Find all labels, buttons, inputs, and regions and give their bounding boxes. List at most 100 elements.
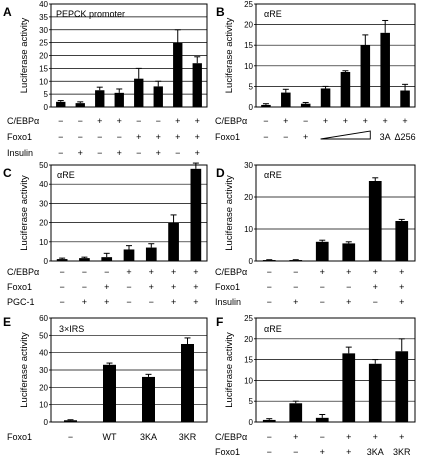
bar: [261, 104, 271, 107]
y-tick-label: 40: [39, 0, 48, 9]
panel-title: PEPCK promoter: [56, 9, 125, 19]
plot-frame: [50, 317, 208, 423]
condition-row-label: C/EBPα: [215, 267, 247, 277]
condition-cell: −: [136, 116, 141, 126]
condition-cell: +: [343, 116, 348, 126]
condition-cell: +: [195, 116, 200, 126]
plot-frame: [255, 164, 416, 262]
condition-cell: −: [263, 116, 268, 126]
condition-cell: −: [60, 282, 65, 292]
y-tick-label: 10: [39, 238, 48, 247]
panel-e: E 0 10 20 30 40 50 60 3×IRS Luciferase activity Fo…: [3, 314, 208, 442]
bar: [142, 376, 155, 422]
condition-cell: −: [320, 432, 325, 442]
y-tick-label: 30: [39, 199, 48, 208]
panel-title: 3×IRS: [59, 324, 84, 334]
bar: [123, 249, 135, 261]
y-axis-label: Luciferase activity: [19, 332, 30, 408]
bar: [95, 90, 105, 107]
bar: [360, 45, 371, 107]
y-axis-label: Luciferase activity: [224, 175, 235, 251]
panel-title: αRE: [264, 170, 282, 180]
panel-title: αRE: [57, 170, 75, 180]
condition-row-label: C/EBPα: [7, 116, 39, 126]
bar: [56, 259, 68, 261]
panel-f: F 0 5 10 15 20 25 αRE Luciferase activity C/EBPα −…: [215, 314, 416, 457]
y-tick-label: 20: [244, 335, 253, 344]
condition-cell: +: [156, 148, 161, 158]
condition-cell: +: [303, 132, 308, 142]
bar: [101, 257, 113, 261]
bar: [190, 168, 202, 261]
bar: [300, 103, 311, 107]
panel-letter: D: [216, 166, 225, 180]
panel-c: C 0 10 20 30 40 50 αRE Luciferase activity C/EBPα…: [3, 161, 208, 307]
condition-cell: +: [373, 432, 378, 442]
condition-cell: +: [320, 267, 325, 277]
y-tick-label: 5: [44, 90, 49, 99]
condition-cell: −: [303, 116, 308, 126]
condition-cell: +: [156, 132, 161, 142]
panel-letter: F: [216, 315, 223, 329]
condition-cell: +: [193, 297, 198, 307]
condition-cell: −: [293, 267, 298, 277]
bar: [134, 78, 144, 107]
condition-cell: +: [78, 148, 83, 158]
condition-cell: +: [399, 282, 404, 292]
condition-cell: +: [97, 116, 102, 126]
plot-frame: [50, 3, 208, 108]
y-tick-label: 10: [244, 62, 253, 71]
condition-cell: +: [346, 432, 351, 442]
y-tick-label: 30: [244, 161, 253, 170]
condition-cell: 3KA: [140, 432, 157, 442]
condition-cell: −: [156, 116, 161, 126]
condition-cell: +: [399, 432, 404, 442]
condition-cell: +: [346, 447, 351, 457]
bar: [368, 181, 382, 261]
y-axis-label: Luciferase activity: [19, 18, 30, 94]
bar: [262, 260, 276, 261]
bar: [114, 92, 124, 107]
y-tick-label: 15: [39, 64, 48, 73]
condition-row-label: Foxo1: [215, 282, 240, 292]
condition-cell: +: [136, 132, 141, 142]
condition-cell: −: [149, 297, 154, 307]
bar: [75, 103, 85, 107]
condition-cell: −: [136, 148, 141, 158]
panel-letter: B: [216, 5, 225, 19]
bar: [64, 420, 77, 422]
condition-cell: −: [82, 267, 87, 277]
y-tick-label: 30: [39, 366, 48, 375]
condition-cell: −: [126, 297, 131, 307]
y-tick-label: 25: [244, 0, 253, 9]
condition-cell: +: [320, 447, 325, 457]
bar: [281, 92, 291, 107]
bar: [342, 353, 356, 422]
condition-cell: −: [373, 297, 378, 307]
condition-cell: −: [267, 432, 272, 442]
condition-cell: Δ256: [395, 132, 416, 142]
condition-cell: +: [373, 267, 378, 277]
condition-cell: +: [346, 267, 351, 277]
condition-cell: −: [58, 132, 63, 142]
bar: [380, 32, 390, 108]
y-tick-label: 20: [39, 383, 48, 392]
y-tick-label: 10: [244, 376, 253, 385]
y-tick-label: 50: [39, 161, 48, 170]
condition-row-label: Foxo1: [215, 447, 240, 457]
condition-cell: −: [60, 267, 65, 277]
y-tick-label: 0: [249, 257, 254, 266]
condition-cell: −: [117, 132, 122, 142]
condition-cell: +: [117, 148, 122, 158]
condition-cell: −: [267, 267, 272, 277]
condition-row-label: PGC-1: [7, 297, 35, 307]
panel-b: B 0 5 10 15 20 25 αRE Luciferase activity C/EBPα −…: [215, 0, 416, 142]
condition-cell: +: [373, 282, 378, 292]
bar: [400, 90, 410, 107]
condition-cell: −: [346, 282, 351, 292]
y-tick-label: 30: [39, 26, 48, 35]
condition-cell: +: [195, 132, 200, 142]
condition-cell: +: [171, 282, 176, 292]
bar: [168, 222, 179, 261]
bar: [368, 363, 382, 422]
